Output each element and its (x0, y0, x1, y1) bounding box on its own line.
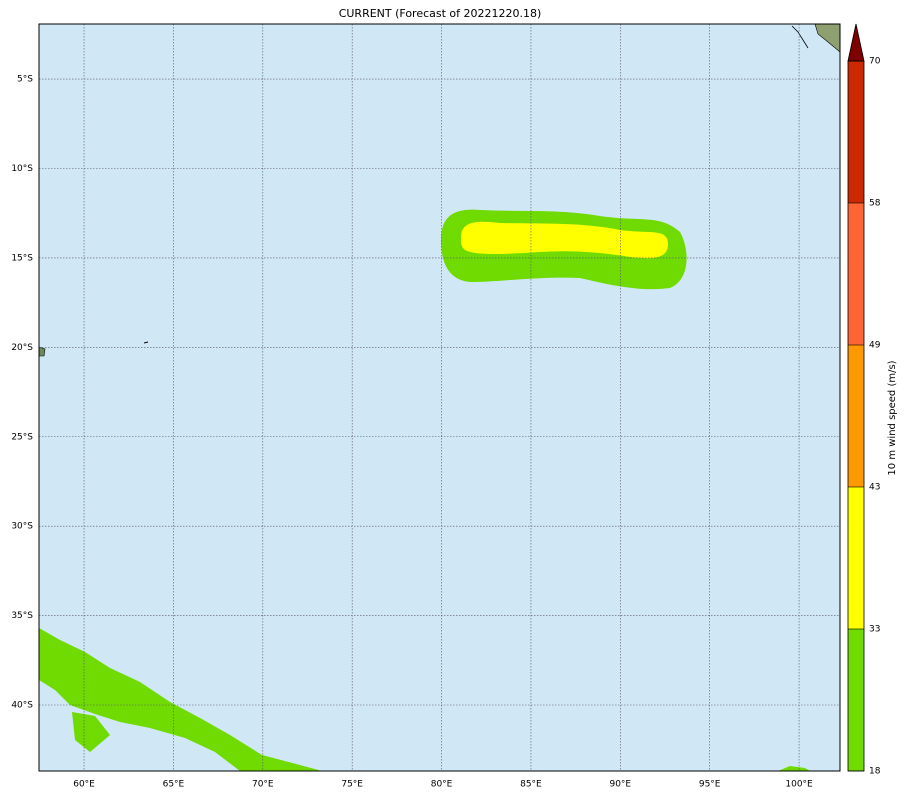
colorbar-tick-label: 33 (869, 625, 880, 635)
y-tick-label: 10°S (11, 164, 33, 174)
colorbar-segment (848, 487, 864, 629)
colorbar-label: 10 m wind speed (m/s) (887, 360, 898, 475)
colorbar-segment (848, 61, 864, 203)
x-tick-label: 65°E (163, 780, 185, 790)
x-tick-label: 100°E (785, 780, 813, 790)
x-tick-label: 75°E (341, 780, 363, 790)
colorbar-tick-label: 49 (869, 341, 881, 351)
y-tick-label: 15°S (11, 253, 33, 263)
colorbar-tick-label: 43 (869, 483, 880, 493)
colorbar-tick-label: 70 (869, 57, 881, 67)
graticule (39, 24, 840, 771)
map-area (38, 23, 841, 771)
ocean (39, 628, 322, 771)
y-tick-label: 30°S (11, 522, 33, 532)
colorbar-tick-label: 58 (869, 199, 881, 209)
x-tick-label: 95°E (699, 780, 721, 790)
wind-patch (72, 712, 110, 752)
wind-patch (778, 766, 810, 771)
colorbar-extend (847, 23, 865, 62)
ocean (39, 24, 840, 771)
y-tick-label: 35°S (11, 611, 33, 621)
y-tick-label: 40°S (11, 701, 33, 711)
map-frame (38, 23, 841, 772)
island (791, 25, 809, 49)
x-tick-label: 60°E (73, 780, 95, 790)
x-tick-label: 85°E (520, 780, 542, 790)
wind-contour-inner (460, 221, 668, 259)
x-tick-label: 70°E (252, 780, 274, 790)
y-tick-label: 25°S (11, 432, 33, 442)
island (143, 341, 149, 344)
map-title: CURRENT (Forecast of 20221220.18) (339, 7, 542, 20)
y-tick-label: 5°S (17, 75, 33, 85)
x-tick-label: 90°E (609, 780, 631, 790)
x-tick-label: 80°E (431, 780, 453, 790)
wind-band (39, 628, 322, 771)
colorbar-tick-label: 18 (869, 767, 881, 777)
colorbar-segment (848, 345, 864, 487)
y-tick-label: 20°S (11, 343, 33, 353)
colorbar-segment (848, 629, 864, 771)
colorbar-segment (848, 203, 864, 345)
